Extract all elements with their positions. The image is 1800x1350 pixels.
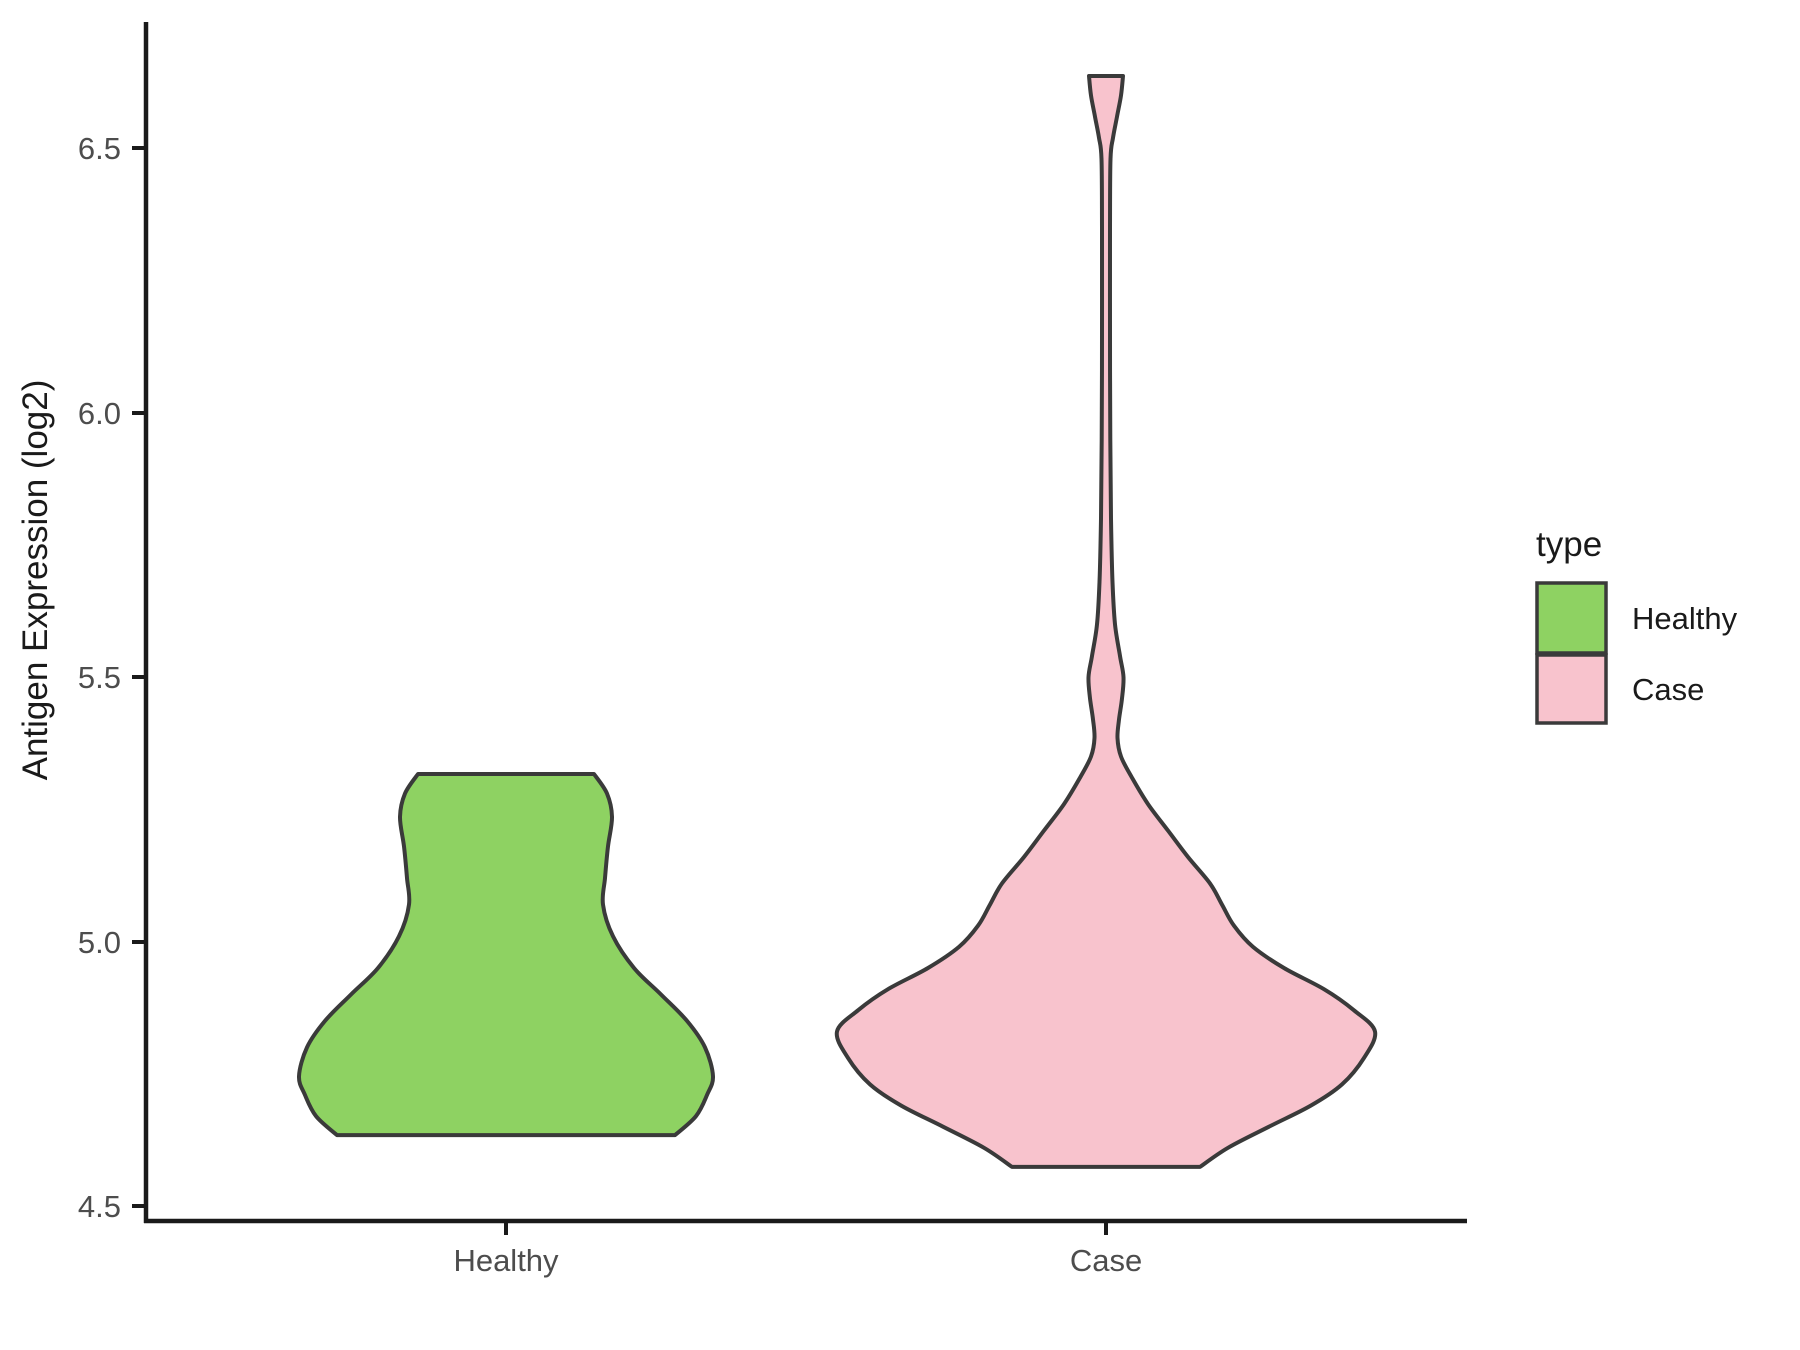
y-tick-label-5-0: 5.0 [78,925,121,960]
y-axis-title: Antigen Expression (log2) [16,380,55,781]
violin-healthy [296,772,716,1138]
legend: type Healthy Case [1535,525,1738,725]
legend-swatch-case [1535,653,1608,725]
y-tick-label-6-5: 6.5 [78,131,121,166]
x-category-label-case: Case [1070,1243,1142,1278]
legend-label-healthy: Healthy [1632,601,1738,636]
legend-title: type [1536,525,1602,564]
violin-case [834,74,1378,1169]
y-tick-label-4-5: 4.5 [78,1189,121,1224]
y-tick-marks [132,146,146,1208]
x-category-label-healthy: Healthy [453,1243,559,1278]
y-tick-label-5-5: 5.5 [78,660,121,695]
legend-label-case: Case [1632,672,1704,707]
y-tick-label-6-0: 6.0 [78,396,121,431]
x-tick-marks [504,1221,1108,1235]
legend-swatch-healthy [1535,581,1608,655]
